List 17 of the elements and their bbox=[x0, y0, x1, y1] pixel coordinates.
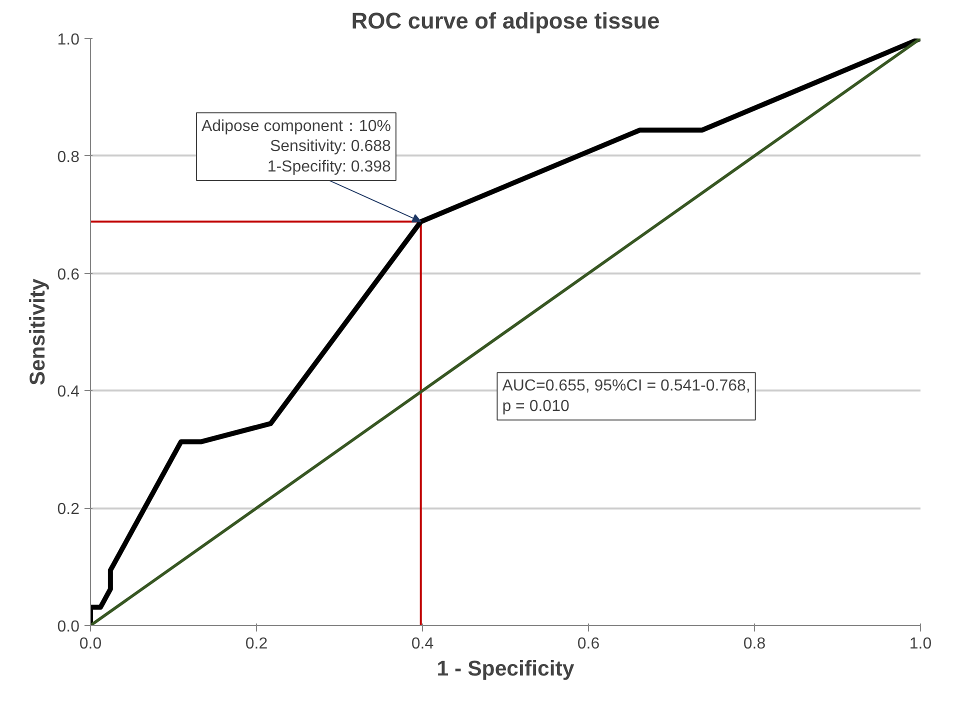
x-axis-title: 1 - Specificity bbox=[436, 656, 574, 680]
y-axis-title: Sensitivity bbox=[25, 278, 50, 386]
x-tick-label: 0.4 bbox=[411, 636, 434, 652]
chart-title: ROC curve of adipose tissue bbox=[351, 8, 660, 34]
annotation: Adipose component：10% Sensitivity: 0.688 1-Specifity: 0.398 bbox=[201, 118, 392, 176]
x-tick-label: 0.2 bbox=[245, 636, 268, 652]
x-tick-label: 0.6 bbox=[577, 636, 600, 652]
x-tick-label: 1.0 bbox=[909, 636, 932, 652]
y-tick-label: 0.4 bbox=[57, 384, 80, 401]
y-tick-label: 0.6 bbox=[57, 266, 80, 284]
annotation: AUC=0.655, 95%CI = 0.541-0.768, p = 0.010 bbox=[502, 378, 750, 416]
y-tick-label: 0.2 bbox=[57, 501, 80, 518]
y-tick-label: 0.0 bbox=[57, 618, 80, 636]
y-tick-label: 1.0 bbox=[57, 32, 80, 48]
x-tick-label: 0.8 bbox=[743, 636, 766, 652]
x-tick-label: 0.0 bbox=[79, 636, 102, 652]
y-tick-label: 0.8 bbox=[57, 148, 80, 166]
